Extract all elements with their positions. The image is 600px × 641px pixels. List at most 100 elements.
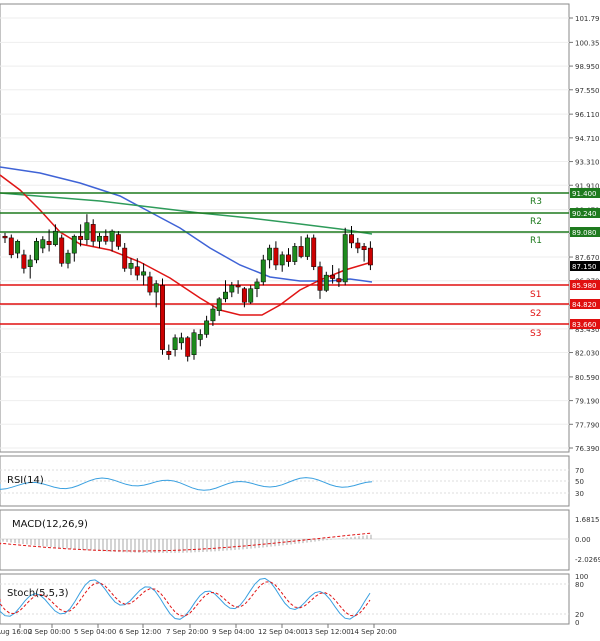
candle-body [122, 247, 128, 269]
candle-body [2, 235, 8, 239]
candle-body [147, 276, 153, 293]
rsi-level-label: 50 [575, 478, 584, 486]
candle-body [103, 235, 109, 242]
macd-level-label: -2.0269 [575, 556, 600, 564]
level-price-label: 83.660 [572, 321, 597, 329]
time-tick-label: 6 Sep 12:00 [119, 628, 161, 636]
level-price-label: 85.980 [572, 282, 597, 290]
price-tick-label: 83.430 [575, 326, 600, 334]
candle-body [248, 288, 254, 303]
ma-red-line [0, 174, 373, 316]
candle-body [34, 241, 39, 261]
level-name-r2: R2 [530, 217, 542, 227]
candle-body [153, 283, 159, 293]
time-tick-label: 14 Sep 20:00 [350, 628, 397, 636]
candle-body [355, 242, 361, 249]
candle-body [8, 237, 14, 256]
time-tick-label: 9 Sep 04:00 [212, 628, 254, 636]
candle-body [298, 246, 304, 257]
level-price-label: 91.400 [572, 190, 597, 198]
candle-body [128, 263, 134, 269]
candle-body [235, 285, 241, 288]
candle-body [323, 274, 329, 291]
level-price-tag [570, 319, 600, 329]
candle-body [349, 234, 354, 244]
candle-body [59, 237, 65, 264]
candle-body [178, 337, 184, 344]
candle-body [185, 337, 191, 357]
time-tick-label: 7 Sep 20:00 [166, 628, 208, 636]
price-tick-label: 94.710 [575, 135, 600, 143]
level-price-tag [570, 188, 600, 198]
candle-body [241, 288, 247, 303]
price-tick-label: 80.590 [575, 374, 600, 382]
grid-lines [0, 17, 569, 449]
stoch-level-label: 0 [575, 619, 579, 627]
level-name-r3: R3 [530, 197, 542, 207]
candle-body [311, 237, 317, 267]
candle-body [223, 291, 228, 300]
current-price-tag [570, 261, 600, 271]
level-price-label: 84.820 [572, 301, 597, 309]
candle-body [304, 237, 310, 257]
price-tick-label: 93.310 [575, 159, 600, 167]
candle-body [52, 230, 58, 245]
rsi-level-label: 30 [575, 490, 584, 498]
rsi-line [0, 477, 373, 491]
macd-label: MACD(12,26,9) [12, 519, 88, 530]
level-name-s1: S1 [530, 290, 541, 300]
time-tick-label: 5 Sep 04:00 [74, 628, 116, 636]
price-tick-label: 77.790 [575, 421, 600, 429]
candle-body [330, 274, 336, 279]
level-price-label: 90.240 [572, 210, 597, 218]
candle-body [97, 235, 102, 242]
candle-body [109, 230, 115, 242]
level-price-tag [570, 299, 600, 309]
candle-body [273, 247, 279, 266]
price-tick-label: 87.670 [575, 254, 600, 262]
level-price-tag [570, 227, 600, 237]
price-tick-label: 101.790 [575, 15, 600, 23]
candle-body [160, 285, 165, 350]
time-tick-label: 13 Sep 12:00 [304, 628, 351, 636]
time-axis: Aug 16:002 Sep 00:00 5 Sep 04:006 Sep 12:… [0, 624, 397, 636]
candle-body [134, 266, 140, 276]
candle-body [267, 247, 273, 261]
stoch-level-label: 80 [575, 581, 584, 589]
stoch-d-line [0, 581, 371, 617]
candle-body [216, 298, 222, 311]
macd-level-label: 0.00 [575, 536, 591, 544]
time-tick-label: 2 Sep 00:00 [28, 628, 70, 636]
level-name-r1: R1 [530, 236, 542, 246]
time-tick-label: Aug 16:00 [0, 628, 32, 636]
price-tick-label: 98.950 [575, 63, 600, 71]
candle-body [115, 234, 121, 247]
price-tick-label: 96.110 [575, 111, 600, 119]
candle-body [40, 239, 46, 249]
candle-body [15, 241, 21, 254]
rsi-level-label: 70 [575, 467, 584, 475]
stoch-k-line [0, 577, 371, 620]
time-tick-label: 12 Sep 04:00 [258, 628, 305, 636]
price-tick-label: 82.030 [575, 350, 600, 358]
candle-body [71, 235, 77, 254]
candle-body [27, 259, 33, 267]
price-tick-label: 97.550 [575, 87, 600, 95]
candle-body [286, 254, 291, 262]
candle-body [279, 254, 285, 266]
candle-body [172, 337, 178, 350]
candle-body [84, 222, 90, 240]
candle-body [254, 281, 260, 289]
candle-body [260, 259, 266, 283]
macd-signal-line [0, 532, 373, 552]
candlestick-series [2, 214, 373, 362]
candle-body [317, 266, 323, 291]
candle-body [342, 234, 348, 283]
price-tick-label: 76.390 [575, 445, 600, 453]
candle-body [367, 247, 373, 266]
level-price-tag [570, 280, 600, 290]
stoch-level-label: 100 [575, 573, 588, 581]
candle-body [141, 271, 147, 276]
level-name-s2: S2 [530, 309, 541, 319]
